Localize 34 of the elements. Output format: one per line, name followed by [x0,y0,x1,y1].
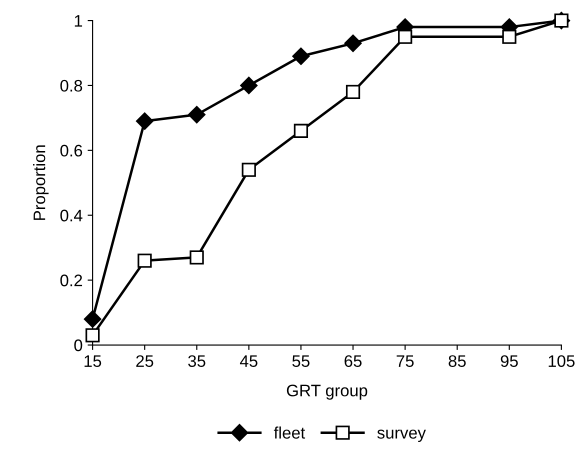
point [188,106,206,124]
point [242,162,256,177]
point [502,30,516,44]
point [346,84,360,100]
x-tick-label: 45 [240,355,258,367]
x-tick-label: 25 [136,355,154,367]
x-tick-label: 55 [292,355,310,367]
x-tick-label: 85 [448,355,466,367]
y-tick-label: 0.6 [60,144,82,157]
x-tick-label: 15 [84,355,102,367]
legend-label: fleet [274,426,306,439]
x-tick-label: 105 [548,355,575,367]
point [344,34,362,52]
point [86,328,100,342]
y-tick-label: 0.4 [60,210,82,222]
x-tick-label: 35 [188,355,206,367]
point [138,254,152,268]
y-tick-label: 0.2 [60,274,82,286]
y-tick-label: 0.8 [60,80,82,92]
point [136,112,154,130]
x-tick-label: 65 [344,355,362,367]
y-tick-label: 1 [74,15,82,27]
y-axis-title: Proportion [33,145,49,220]
x-axis-title: GRT group [286,384,368,400]
point [398,30,412,44]
point [292,48,310,65]
point [84,310,102,328]
y-tick-label: 0 [74,339,82,352]
x-tick-label: 95 [500,355,518,367]
point [190,250,204,265]
point [294,124,308,138]
legend-label: survey [377,430,426,442]
point [240,76,258,94]
x-tick-label: 75 [396,355,414,367]
